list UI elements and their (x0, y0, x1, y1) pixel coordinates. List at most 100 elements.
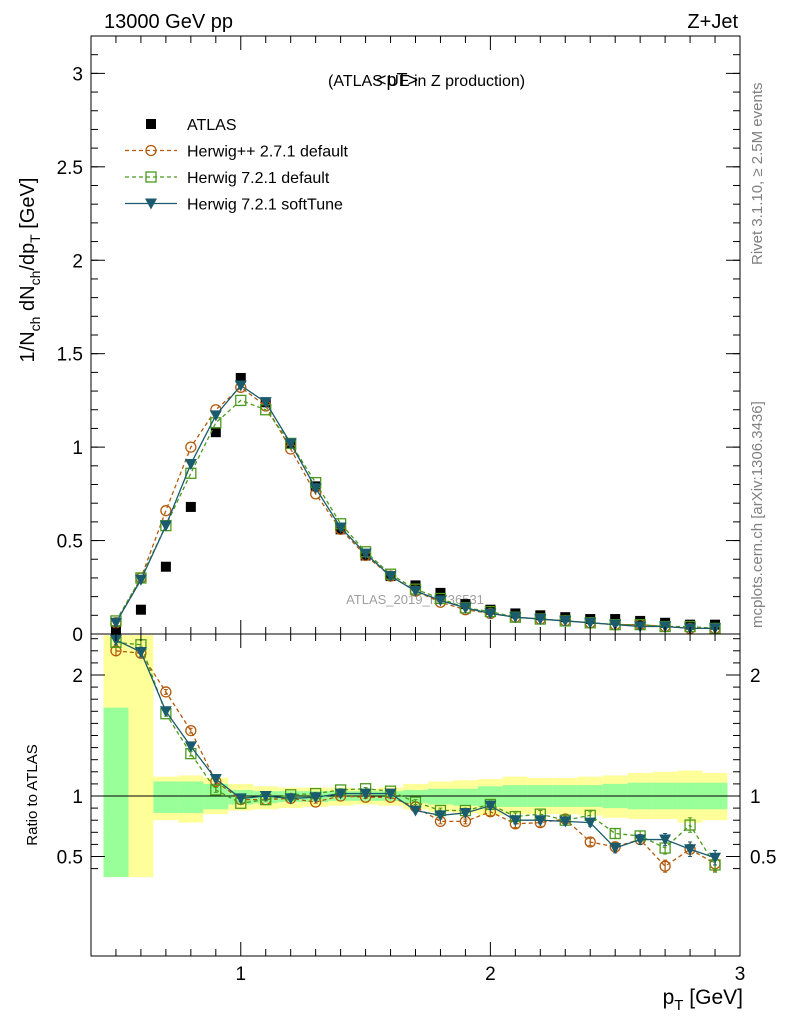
ratio-ylabel: Ratio to ATLAS (24, 744, 41, 845)
ratio-point-1-23 (684, 819, 696, 831)
main-point-3-20 (609, 619, 622, 631)
main-ytick-label: 0 (72, 625, 83, 646)
legend-marker-0 (146, 119, 156, 129)
main-point-3-17 (534, 614, 547, 626)
main-point-3-13 (434, 595, 447, 607)
main-point-2-5 (235, 394, 247, 407)
ratio-series-line-1 (115, 641, 716, 866)
x-axis-label: pT [GeV] (663, 986, 743, 1014)
main-ticks: 0 0.5 1 1.5 2 2.5 3 (57, 35, 741, 646)
main-ylabel: 1/Nch dNch/dpT [GeV] (17, 178, 43, 363)
ratio-point-2-20 (609, 843, 622, 855)
ratio-ytick-label: 1 (72, 787, 83, 808)
header-left: 13000 GeV pp (104, 11, 233, 33)
ratio-band-green-15 (477, 786, 503, 807)
main-point-3-12 (409, 586, 422, 598)
ratio-ticks: 0.5 0.5 1 1 2 2 1 2 3 (57, 634, 776, 985)
ratio-point-2-8 (309, 792, 322, 804)
ratio-point-0-3 (185, 725, 197, 737)
ratio-point-2-17 (534, 815, 547, 827)
ratio-band-green-13 (427, 788, 453, 805)
ratio-point-2-18 (559, 816, 572, 828)
main-point-3-16 (509, 612, 522, 624)
ratio-point-2-19 (584, 817, 597, 829)
side-text-bottom: mcplots.cern.ch [arXiv:1306.3436] (749, 401, 766, 628)
main-point-3-1 (134, 574, 147, 586)
ratio-point-2-14 (459, 807, 472, 819)
main-point-1-2 (160, 505, 172, 517)
main-point-3-11 (384, 571, 397, 583)
ratio-point-1-20 (609, 827, 621, 840)
ratio-xtick-label: 3 (735, 964, 746, 985)
ratio-point-2-15 (484, 800, 497, 812)
ratio-ytick-label-right: 1 (750, 787, 761, 808)
main-point-3-6 (259, 397, 272, 409)
legend-label-3: Herwig 7.2.1 softTune (187, 197, 343, 214)
ratio-point-2-16 (509, 815, 522, 827)
main-title-main: <pT> (376, 70, 418, 90)
main-ytick-label: 3 (72, 64, 83, 85)
main-point-0-5 (235, 372, 246, 383)
ratio-band-green-0 (103, 707, 129, 878)
main-point-1-3 (185, 441, 197, 453)
main-point-3-5 (234, 380, 247, 392)
ratio-ytick-label: 2 (72, 666, 83, 687)
ratio-band-yellow-1 (128, 635, 154, 878)
legend-marker-1 (145, 144, 157, 157)
ratio-xtick-label: 1 (235, 964, 246, 985)
main-ytick-label: 1.5 (57, 345, 83, 366)
main-point-3-15 (484, 608, 497, 620)
main-subtitle: (ATLAS UE in Z production) (328, 73, 525, 90)
legend-label-0: ATLAS (187, 117, 237, 134)
main-point-3-7 (284, 438, 297, 450)
ratio-point-2-12 (409, 805, 422, 817)
legend-label-1: Herwig++ 2.7.1 default (187, 144, 349, 161)
main-point-0-2 (160, 561, 171, 572)
main-point-0-4 (210, 427, 221, 438)
main-point-3-4 (209, 410, 222, 422)
ratio-series (109, 634, 722, 873)
ratio-point-0-19 (584, 836, 596, 848)
ratio-point-0-2 (160, 686, 172, 698)
ratio-band-green-2 (153, 781, 179, 813)
main-point-0-3 (185, 501, 196, 512)
legend-marker-2 (145, 171, 157, 183)
ratio-point-2-4 (209, 774, 222, 786)
main-ytick-label: 2.5 (57, 158, 83, 179)
ratio-point-2-22 (659, 834, 672, 846)
ratio-point-2-3 (184, 741, 197, 753)
ratio-ytick-label-right: 0.5 (750, 848, 776, 869)
ratio-point-2-13 (434, 810, 447, 822)
main-point-3-3 (184, 458, 197, 470)
main-point-3-18 (559, 615, 572, 627)
main-point-3-0 (109, 617, 122, 629)
ratio-point-2-7 (284, 793, 297, 805)
ratio-band-green-14 (452, 788, 478, 806)
main-point-3-8 (309, 483, 322, 495)
ratio-ytick-label-right: 2 (750, 666, 761, 687)
main-ytick-label: 2 (72, 251, 83, 272)
ratio-point-2-23 (684, 844, 697, 856)
ratio-point-2-10 (359, 788, 372, 800)
ratio-point-2-6 (259, 791, 272, 802)
ratio-point-2-21 (634, 834, 647, 846)
ratio-xtick-label: 2 (485, 964, 496, 985)
main-point-3-14 (459, 602, 472, 614)
ratio-band-green-3 (178, 781, 204, 813)
legend-label-2: Herwig 7.2.1 default (187, 170, 330, 187)
ratio-ytick-label: 0.5 (57, 848, 83, 869)
ratio-series-line-2 (115, 639, 716, 859)
main-ytick-label: 0.5 (57, 532, 83, 553)
main-point-0-1 (135, 604, 146, 615)
legend: ATLAS Herwig++ 2.7.1 default Herwig 7.2.1 … (125, 117, 349, 214)
ratio-point-2-11 (384, 788, 397, 800)
main-point-3-19 (584, 617, 597, 629)
ratio-point-2-9 (334, 788, 347, 800)
legend-marker-3 (145, 198, 157, 210)
ratio-point-1-4 (210, 784, 222, 796)
header-right: Z+Jet (687, 11, 738, 33)
main-point-3-10 (359, 548, 372, 560)
ratio-point-2-2 (159, 706, 172, 718)
main-point-3-9 (334, 522, 347, 534)
